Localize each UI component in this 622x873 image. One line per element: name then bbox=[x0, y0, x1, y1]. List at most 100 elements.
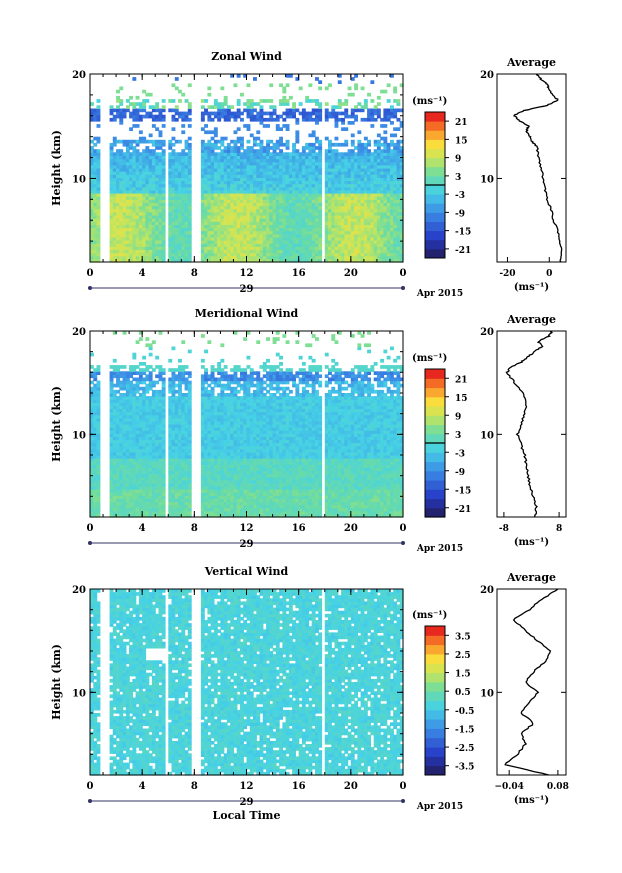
heatmap-cell bbox=[288, 208, 293, 213]
heatmap-cell bbox=[168, 193, 173, 197]
heatmap-cell bbox=[213, 127, 218, 131]
heatmap-cell bbox=[187, 142, 192, 147]
heatmap-cell bbox=[207, 183, 212, 188]
heatmap-cell bbox=[249, 208, 254, 213]
heatmap-cell bbox=[220, 183, 225, 188]
heatmap-cell bbox=[233, 211, 238, 216]
heatmap-cell bbox=[249, 180, 254, 185]
heatmap-cell bbox=[207, 180, 212, 185]
heatmap-cell bbox=[233, 130, 238, 135]
heatmap-cell bbox=[96, 249, 101, 254]
heatmap-cell bbox=[262, 218, 267, 222]
heatmap-cell bbox=[262, 215, 267, 219]
heatmap-cell bbox=[217, 183, 222, 188]
heatmap-cell bbox=[288, 252, 293, 257]
heatmap-cell bbox=[207, 196, 212, 200]
heatmap-cell bbox=[187, 146, 192, 150]
heatmap-cell bbox=[292, 258, 296, 263]
heatmap-cell bbox=[298, 102, 303, 106]
heatmap-cell bbox=[269, 215, 274, 219]
heatmap-cell bbox=[275, 183, 280, 188]
heatmap-cell bbox=[122, 114, 127, 119]
heatmap-cell bbox=[236, 193, 241, 197]
heatmap-cell bbox=[178, 114, 182, 119]
heatmap-cell bbox=[210, 236, 215, 241]
heatmap-cell bbox=[259, 117, 264, 122]
heatmap-cell bbox=[275, 124, 280, 128]
heatmap-cell bbox=[204, 205, 208, 210]
heatmap-cell bbox=[187, 136, 192, 141]
heatmap-cell bbox=[151, 183, 156, 188]
heatmap-cell bbox=[292, 240, 296, 244]
heatmap-cell bbox=[207, 171, 212, 175]
heatmap-cell bbox=[174, 243, 179, 247]
heatmap-cell bbox=[233, 174, 238, 178]
heatmap-cell bbox=[207, 158, 212, 163]
heatmap-cell bbox=[90, 158, 94, 163]
heatmap-cell bbox=[256, 102, 261, 106]
heatmap-cell bbox=[288, 74, 293, 78]
heatmap-cell bbox=[174, 258, 179, 263]
heatmap-cell bbox=[233, 177, 238, 182]
average-title: Average bbox=[506, 56, 556, 69]
heatmap-cell bbox=[142, 105, 147, 109]
heatmap-cell bbox=[292, 208, 296, 213]
heatmap-cell bbox=[249, 108, 254, 113]
heatmap-cell bbox=[96, 117, 101, 122]
heatmap-cell bbox=[112, 202, 117, 207]
heatmap-cell bbox=[168, 186, 173, 191]
date-label: 29 bbox=[240, 284, 254, 295]
x-tick-label: 0 bbox=[87, 268, 94, 279]
heatmap-cell bbox=[148, 177, 153, 182]
heatmap-cell bbox=[207, 236, 212, 241]
heatmap-cell bbox=[184, 158, 189, 163]
heatmap-cell bbox=[240, 164, 244, 169]
heatmap-cell bbox=[135, 215, 140, 219]
heatmap-cell bbox=[210, 243, 215, 247]
heatmap-cell bbox=[145, 152, 150, 156]
heatmap-cell bbox=[187, 243, 192, 247]
heatmap-cell bbox=[282, 180, 287, 185]
heatmap-cell bbox=[122, 218, 127, 222]
heatmap-cell bbox=[112, 205, 117, 210]
heatmap-cell bbox=[200, 186, 205, 191]
heatmap-cell bbox=[292, 218, 296, 222]
heatmap-cell bbox=[200, 193, 205, 197]
heatmap-cell bbox=[282, 211, 287, 216]
heatmap-cell bbox=[288, 236, 293, 241]
heatmap-cell bbox=[217, 227, 222, 232]
heatmap-cell bbox=[292, 174, 296, 178]
heatmap-cell bbox=[125, 189, 130, 194]
heatmap-cell bbox=[240, 227, 244, 232]
heatmap-cell bbox=[272, 168, 277, 172]
heatmap-cell bbox=[230, 193, 235, 197]
heatmap-cell bbox=[246, 208, 251, 213]
heatmap-cell bbox=[161, 158, 166, 163]
heatmap-cell bbox=[240, 168, 244, 172]
heatmap-cell bbox=[233, 243, 238, 247]
heatmap-cell bbox=[246, 199, 251, 203]
heatmap-cell bbox=[243, 249, 248, 254]
heatmap-cell bbox=[236, 111, 241, 116]
heatmap-cell bbox=[233, 221, 238, 225]
heatmap-cell bbox=[210, 177, 215, 182]
heatmap-cell bbox=[116, 139, 120, 144]
heatmap-cell bbox=[142, 246, 147, 250]
heatmap-cell bbox=[158, 186, 163, 191]
heatmap-cell bbox=[288, 196, 293, 200]
heatmap-cell bbox=[151, 221, 156, 225]
heatmap-cell bbox=[200, 158, 205, 163]
heatmap-cell bbox=[233, 183, 238, 188]
heatmap-cell bbox=[233, 196, 238, 200]
heatmap-cell bbox=[116, 114, 120, 119]
heatmap-cell bbox=[233, 246, 238, 250]
heatmap-cell bbox=[109, 105, 114, 109]
heatmap-cell bbox=[223, 199, 228, 203]
heatmap-cell bbox=[142, 258, 147, 263]
heatmap-cell bbox=[155, 240, 160, 244]
heatmap-cell bbox=[230, 255, 235, 260]
heatmap-cell bbox=[187, 249, 192, 254]
heatmap-cell bbox=[269, 155, 274, 160]
heatmap-cell bbox=[112, 358, 117, 363]
heatmap-cell bbox=[256, 230, 261, 235]
